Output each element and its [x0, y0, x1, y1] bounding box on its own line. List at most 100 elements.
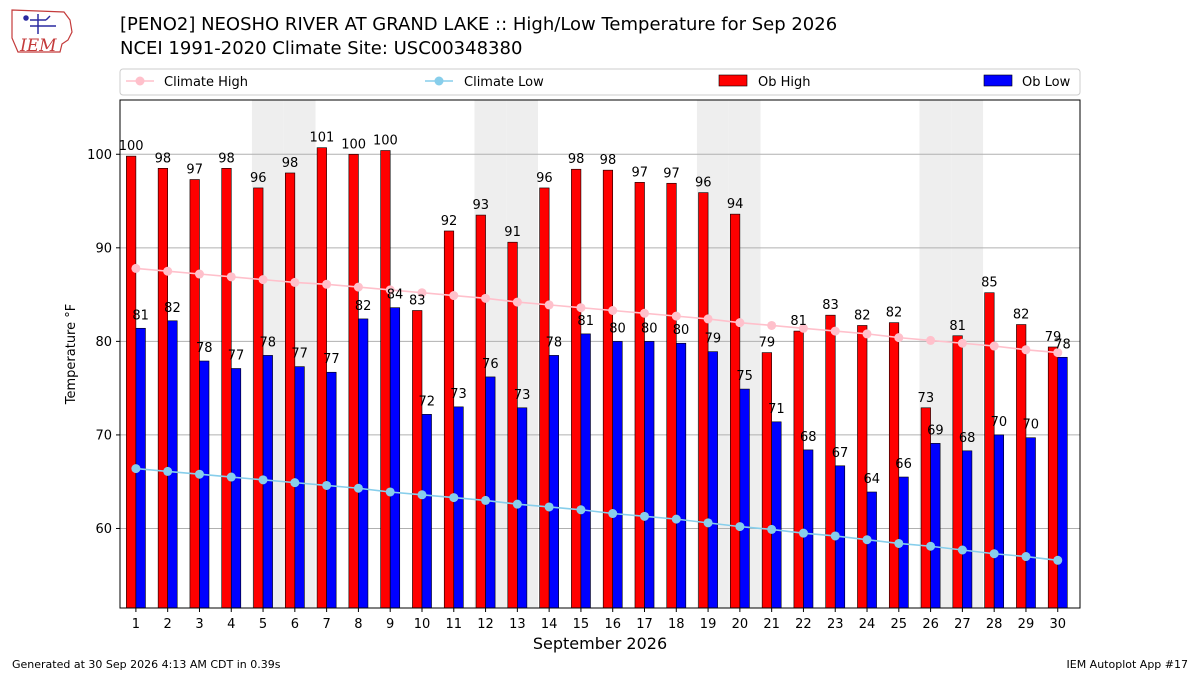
ob-low-bar [230, 368, 242, 609]
x-tick-label: 30 [1049, 617, 1066, 632]
x-tick-label: 6 [291, 617, 299, 632]
ob-low-bar [167, 320, 178, 609]
climate-high-point [1021, 345, 1031, 355]
x-tick-label: 14 [541, 617, 558, 632]
ob-high-bar [412, 310, 423, 609]
ob-high-value-label: 97 [631, 165, 648, 180]
ob-low-bar [548, 355, 559, 609]
climate-high-point [830, 326, 840, 336]
ob-high-value-label: 83 [409, 293, 426, 308]
y-axis-ticks: 60 70 80 90 100 [87, 148, 120, 537]
y-tick-label: 90 [95, 241, 112, 256]
climate-low-line [135, 467, 1058, 562]
ob-high-bar [380, 150, 391, 609]
ob-low-bar [453, 406, 464, 609]
ob-high-bar [1016, 324, 1027, 609]
ob-high-value-label: 82 [886, 306, 903, 321]
x-tick-label: 8 [354, 617, 362, 632]
x-tick-label: 7 [322, 617, 330, 632]
climate-high-line [135, 267, 1058, 354]
ob-low-bar [707, 351, 718, 609]
ob-low-value-label: 82 [355, 299, 372, 314]
climate-high-point [258, 275, 268, 285]
climate-high-point [417, 288, 427, 298]
y-axis-label: Temperature °F [64, 304, 79, 405]
legend-climate-low-label: Climate Low [464, 75, 544, 90]
legend-climate-high-marker [135, 76, 145, 86]
climate-high-point [989, 341, 999, 351]
y-tick-label: 70 [95, 428, 112, 443]
climate-low-point [163, 466, 173, 476]
climate-low-point [449, 493, 459, 503]
climate-high-point [290, 277, 300, 287]
ob-low-value-label: 82 [164, 301, 181, 316]
x-tick-label: 21 [763, 617, 780, 632]
x-tick-label: 10 [414, 617, 431, 632]
x-tick-label: 2 [164, 617, 172, 632]
climate-low-point [767, 524, 777, 534]
ob-low-value-label: 76 [482, 357, 499, 372]
x-tick-label: 19 [700, 617, 717, 632]
climate-low-point [640, 511, 650, 521]
logo-text: IEM [19, 36, 57, 56]
ob-low-value-label: 73 [514, 388, 531, 403]
ob-high-value-label: 100 [119, 139, 144, 154]
climate-low-point [1021, 552, 1031, 562]
ob-high-bar [475, 214, 486, 609]
ob-high-bar [666, 182, 677, 609]
x-tick-label: 15 [573, 617, 590, 632]
iem-logo: IEM [11, 9, 73, 56]
ob-high-bar [284, 172, 296, 609]
ob-low-bar [580, 333, 591, 609]
ob-low-bar [1057, 356, 1068, 609]
iowa-outline-icon [11, 9, 73, 53]
climate-low-point [1053, 555, 1063, 565]
ob-low-value-label: 78 [1054, 337, 1071, 352]
climate-low-point [194, 469, 204, 479]
ob-high-bar [189, 179, 200, 609]
ob-high-value-label: 81 [790, 314, 807, 329]
climate-high-point [131, 263, 141, 273]
x-axis-label: September 2026 [533, 634, 667, 653]
ob-high-value-label: 97 [663, 166, 680, 181]
ob-low-bar [485, 376, 496, 609]
x-tick-label: 13 [509, 617, 526, 632]
x-tick-label: 27 [954, 617, 971, 632]
ob-low-bar [771, 421, 782, 609]
ob-high-value-label: 93 [473, 198, 490, 213]
ob-high-value-label: 81 [949, 319, 966, 334]
plot-frame [119, 99, 1081, 609]
x-tick-label: 16 [604, 617, 621, 632]
x-tick-label: 3 [195, 617, 203, 632]
climate-high-point [640, 308, 650, 318]
legend-box [119, 68, 1081, 96]
ob-high-bar [984, 292, 995, 609]
climate-low-point [862, 535, 872, 545]
climate-high-point [862, 329, 872, 339]
ob-low-bar [421, 414, 432, 609]
climate-low-point [322, 480, 332, 490]
climate-low-point [417, 490, 427, 500]
legend: Climate High Climate Low Ob High Ob Low [119, 68, 1081, 96]
ob-low-value-label: 72 [418, 394, 435, 409]
legend-climate-high-label: Climate High [164, 75, 248, 90]
climate-low-point [576, 505, 586, 515]
ob-low-value-label: 70 [1022, 418, 1039, 433]
x-axis-ticks: 1 2 3 4 5 6 7 8 9 10 11 12 13 14 15 16 17 18 19 20 21 22 23 24 2… [132, 608, 1066, 632]
x-tick-label: 20 [732, 617, 749, 632]
ob-high-bar [602, 169, 614, 609]
ob-high-value-label: 79 [1045, 330, 1062, 345]
ob-high-bar [857, 325, 868, 609]
ob-low-value-label: 78 [260, 335, 277, 350]
climate-low-point [735, 522, 745, 532]
ob-low-value-label: 67 [832, 446, 849, 461]
x-tick-label: 5 [259, 617, 267, 632]
ob-high-value-label: 73 [918, 391, 935, 406]
climate-low-point [385, 487, 395, 497]
ob-low-bar [294, 366, 305, 609]
x-tick-label: 23 [827, 617, 844, 632]
climate-low-point [671, 514, 681, 524]
legend-ob-low-label: Ob Low [1022, 75, 1071, 90]
climate-low-point [226, 472, 236, 482]
ob-high-bar [539, 187, 550, 609]
